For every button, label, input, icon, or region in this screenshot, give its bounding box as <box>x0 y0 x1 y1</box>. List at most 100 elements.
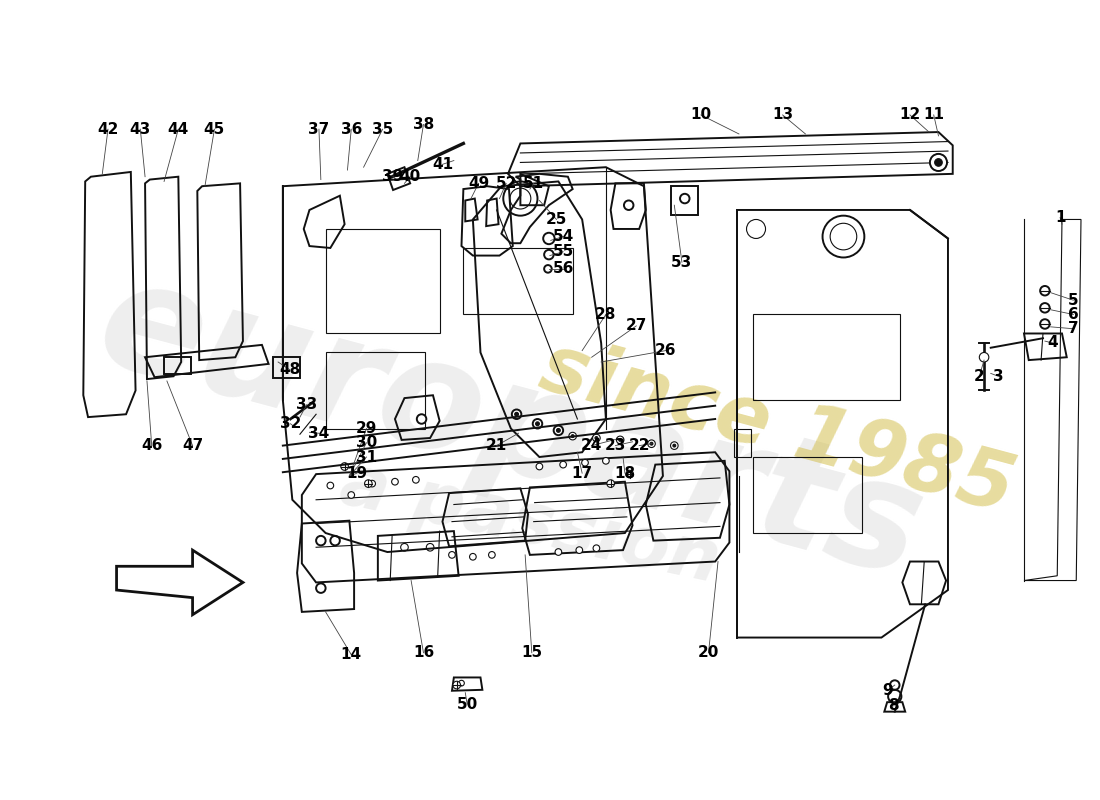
Text: a passion: a passion <box>334 450 726 598</box>
Text: 49: 49 <box>468 176 490 191</box>
Text: 9: 9 <box>882 683 892 698</box>
Circle shape <box>624 201 634 210</box>
Text: 3: 3 <box>993 369 1003 384</box>
Circle shape <box>453 682 461 689</box>
Circle shape <box>650 442 653 445</box>
Text: 11: 11 <box>923 107 944 122</box>
Circle shape <box>671 442 678 450</box>
Circle shape <box>1041 286 1049 295</box>
Circle shape <box>571 434 574 438</box>
Circle shape <box>327 482 333 489</box>
Bar <box>273 358 300 378</box>
Text: 27: 27 <box>626 318 647 334</box>
Circle shape <box>616 436 624 444</box>
Text: 13: 13 <box>772 107 793 122</box>
Text: 37: 37 <box>308 122 330 137</box>
Text: 4: 4 <box>1047 335 1058 350</box>
Text: 38: 38 <box>412 117 434 132</box>
Text: 45: 45 <box>204 122 226 137</box>
Circle shape <box>341 462 349 470</box>
Text: 21: 21 <box>486 438 507 453</box>
Polygon shape <box>117 550 243 614</box>
Circle shape <box>488 551 495 558</box>
Bar <box>754 457 862 533</box>
Bar <box>754 314 901 400</box>
Circle shape <box>618 438 621 442</box>
Text: 32: 32 <box>279 416 301 431</box>
Text: 31: 31 <box>356 450 377 465</box>
Bar <box>326 229 440 334</box>
Text: 52: 52 <box>495 176 517 191</box>
Circle shape <box>560 462 566 468</box>
Text: 46: 46 <box>141 438 163 453</box>
Text: 35: 35 <box>372 122 393 137</box>
Circle shape <box>648 440 656 447</box>
Circle shape <box>553 426 563 435</box>
Text: 50: 50 <box>456 697 477 711</box>
Text: 33: 33 <box>296 398 317 412</box>
Text: 14: 14 <box>341 647 362 662</box>
Text: 25: 25 <box>546 212 568 227</box>
Text: 51: 51 <box>524 176 544 191</box>
Circle shape <box>603 458 609 464</box>
Text: 48: 48 <box>279 362 300 377</box>
Circle shape <box>536 463 542 470</box>
Circle shape <box>979 353 989 362</box>
Text: europarts: europarts <box>84 247 938 610</box>
Text: 5: 5 <box>1068 293 1079 308</box>
Circle shape <box>364 480 372 487</box>
Circle shape <box>515 412 518 416</box>
Text: 39: 39 <box>383 170 404 184</box>
Bar <box>671 186 698 214</box>
Text: 36: 36 <box>341 122 362 137</box>
Text: 47: 47 <box>182 438 204 453</box>
Circle shape <box>576 547 583 554</box>
Circle shape <box>544 250 553 259</box>
Circle shape <box>417 414 427 424</box>
Text: 55: 55 <box>552 244 574 259</box>
Circle shape <box>569 432 576 440</box>
Text: 12: 12 <box>900 107 921 122</box>
Text: 18: 18 <box>614 466 636 481</box>
Text: 8: 8 <box>889 698 899 714</box>
Text: 40: 40 <box>399 170 421 184</box>
Bar <box>164 358 190 374</box>
Circle shape <box>543 233 554 244</box>
Text: 16: 16 <box>412 646 434 660</box>
Circle shape <box>449 551 455 558</box>
Circle shape <box>556 549 562 555</box>
Circle shape <box>470 554 476 560</box>
Circle shape <box>607 480 615 487</box>
Text: 44: 44 <box>167 122 189 137</box>
Circle shape <box>582 459 588 466</box>
Text: 43: 43 <box>130 122 151 137</box>
Text: 28: 28 <box>595 307 617 322</box>
Circle shape <box>512 410 521 419</box>
Text: 53: 53 <box>671 254 693 270</box>
Circle shape <box>368 480 375 487</box>
Text: 1: 1 <box>1055 210 1065 225</box>
Text: 34: 34 <box>308 426 330 441</box>
Bar <box>734 429 751 457</box>
Circle shape <box>544 265 552 273</box>
Text: 19: 19 <box>346 466 367 481</box>
Circle shape <box>595 437 597 439</box>
Text: 6: 6 <box>1068 307 1079 322</box>
Circle shape <box>930 154 947 171</box>
Text: 23: 23 <box>605 438 626 453</box>
Circle shape <box>532 419 542 429</box>
Circle shape <box>1041 303 1049 313</box>
Circle shape <box>593 434 601 442</box>
Circle shape <box>557 429 560 432</box>
Circle shape <box>412 477 419 483</box>
Text: 29: 29 <box>355 421 377 436</box>
Text: 17: 17 <box>572 466 593 481</box>
Bar <box>463 248 573 314</box>
Text: 2: 2 <box>974 369 984 384</box>
Text: 54: 54 <box>552 229 574 244</box>
Circle shape <box>348 492 354 498</box>
Text: 56: 56 <box>552 262 574 276</box>
Circle shape <box>935 158 943 166</box>
Text: 24: 24 <box>581 438 603 453</box>
Text: 41: 41 <box>432 157 453 172</box>
